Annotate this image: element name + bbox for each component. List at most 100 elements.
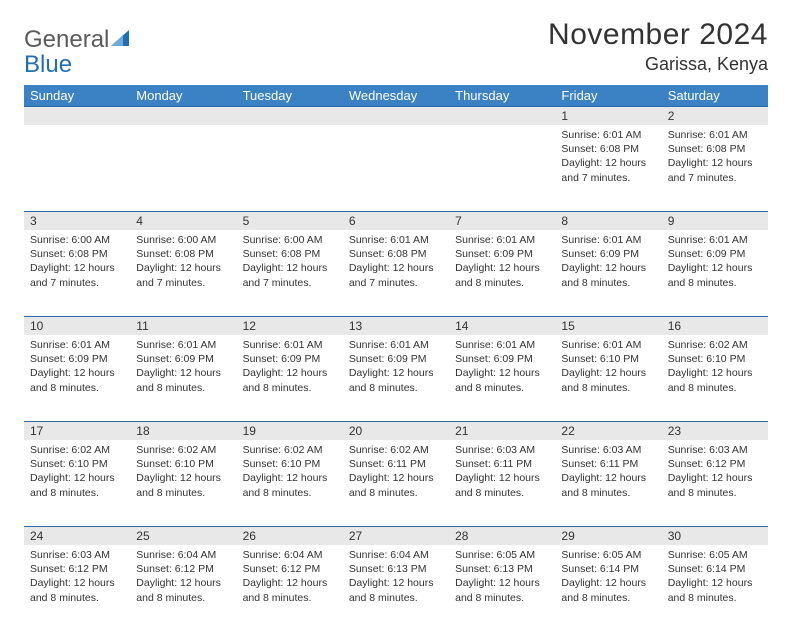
week-row: Sunrise: 6:01 AMSunset: 6:09 PMDaylight:… (24, 335, 768, 421)
day-cell: Sunrise: 6:04 AMSunset: 6:12 PMDaylight:… (130, 545, 236, 631)
day-details: Sunrise: 6:05 AMSunset: 6:13 PMDaylight:… (449, 545, 555, 611)
day-cell (237, 125, 343, 211)
day-details: Sunrise: 6:03 AMSunset: 6:12 PMDaylight:… (662, 440, 768, 506)
day-cell: Sunrise: 6:03 AMSunset: 6:11 PMDaylight:… (449, 440, 555, 526)
day-number: 6 (343, 211, 449, 230)
day-cell (24, 125, 130, 211)
logo-line1: General (24, 26, 109, 53)
day-details: Sunrise: 6:01 AMSunset: 6:08 PMDaylight:… (343, 230, 449, 296)
day-number: 14 (449, 316, 555, 335)
day-details: Sunrise: 6:05 AMSunset: 6:14 PMDaylight:… (555, 545, 661, 611)
week-row: Sunrise: 6:00 AMSunset: 6:08 PMDaylight:… (24, 230, 768, 316)
day-cell: Sunrise: 6:01 AMSunset: 6:09 PMDaylight:… (24, 335, 130, 421)
day-cell: Sunrise: 6:02 AMSunset: 6:10 PMDaylight:… (237, 440, 343, 526)
day-number: 23 (662, 421, 768, 440)
day-number: 26 (237, 526, 343, 545)
weekday-header: Sunday (24, 85, 130, 106)
day-details: Sunrise: 6:02 AMSunset: 6:10 PMDaylight:… (662, 335, 768, 401)
calendar-table: SundayMondayTuesdayWednesdayThursdayFrid… (24, 85, 768, 631)
logo-sail-icon (111, 28, 133, 53)
logo-text: General Blue (24, 28, 133, 77)
day-details: Sunrise: 6:00 AMSunset: 6:08 PMDaylight:… (130, 230, 236, 296)
day-cell: Sunrise: 6:02 AMSunset: 6:10 PMDaylight:… (130, 440, 236, 526)
day-details: Sunrise: 6:03 AMSunset: 6:11 PMDaylight:… (555, 440, 661, 506)
day-number-empty (237, 106, 343, 125)
day-details: Sunrise: 6:00 AMSunset: 6:08 PMDaylight:… (24, 230, 130, 296)
day-cell: Sunrise: 6:04 AMSunset: 6:13 PMDaylight:… (343, 545, 449, 631)
weekday-header: Friday (555, 85, 661, 106)
day-cell: Sunrise: 6:01 AMSunset: 6:09 PMDaylight:… (555, 230, 661, 316)
day-details: Sunrise: 6:01 AMSunset: 6:09 PMDaylight:… (449, 335, 555, 401)
day-cell: Sunrise: 6:01 AMSunset: 6:10 PMDaylight:… (555, 335, 661, 421)
weekday-header: Thursday (449, 85, 555, 106)
weekday-header: Tuesday (237, 85, 343, 106)
day-cell: Sunrise: 6:01 AMSunset: 6:08 PMDaylight:… (343, 230, 449, 316)
day-number: 11 (130, 316, 236, 335)
day-details: Sunrise: 6:02 AMSunset: 6:11 PMDaylight:… (343, 440, 449, 506)
day-cell (130, 125, 236, 211)
week-row: Sunrise: 6:02 AMSunset: 6:10 PMDaylight:… (24, 440, 768, 526)
day-cell (343, 125, 449, 211)
day-details: Sunrise: 6:00 AMSunset: 6:08 PMDaylight:… (237, 230, 343, 296)
day-number: 30 (662, 526, 768, 545)
day-number: 21 (449, 421, 555, 440)
day-number-empty (130, 106, 236, 125)
day-details: Sunrise: 6:05 AMSunset: 6:14 PMDaylight:… (662, 545, 768, 611)
day-cell: Sunrise: 6:01 AMSunset: 6:08 PMDaylight:… (555, 125, 661, 211)
daynum-row: 17181920212223 (24, 421, 768, 440)
day-details: Sunrise: 6:02 AMSunset: 6:10 PMDaylight:… (130, 440, 236, 506)
day-cell: Sunrise: 6:01 AMSunset: 6:09 PMDaylight:… (237, 335, 343, 421)
day-cell: Sunrise: 6:02 AMSunset: 6:11 PMDaylight:… (343, 440, 449, 526)
day-cell: Sunrise: 6:05 AMSunset: 6:13 PMDaylight:… (449, 545, 555, 631)
day-cell: Sunrise: 6:01 AMSunset: 6:09 PMDaylight:… (130, 335, 236, 421)
day-number: 25 (130, 526, 236, 545)
day-details: Sunrise: 6:01 AMSunset: 6:09 PMDaylight:… (662, 230, 768, 296)
day-details: Sunrise: 6:01 AMSunset: 6:10 PMDaylight:… (555, 335, 661, 401)
daynum-row: 12 (24, 106, 768, 125)
day-cell: Sunrise: 6:01 AMSunset: 6:09 PMDaylight:… (343, 335, 449, 421)
daynum-row: 10111213141516 (24, 316, 768, 335)
day-details: Sunrise: 6:04 AMSunset: 6:12 PMDaylight:… (237, 545, 343, 611)
day-cell: Sunrise: 6:01 AMSunset: 6:08 PMDaylight:… (662, 125, 768, 211)
day-number: 20 (343, 421, 449, 440)
day-number: 15 (555, 316, 661, 335)
calendar-page: General Blue November 2024 Garissa, Keny… (0, 0, 792, 641)
page-title: November 2024 (548, 18, 768, 52)
day-number: 3 (24, 211, 130, 230)
day-number: 12 (237, 316, 343, 335)
weekday-header-row: SundayMondayTuesdayWednesdayThursdayFrid… (24, 85, 768, 106)
day-cell: Sunrise: 6:02 AMSunset: 6:10 PMDaylight:… (24, 440, 130, 526)
day-cell: Sunrise: 6:00 AMSunset: 6:08 PMDaylight:… (237, 230, 343, 316)
day-details: Sunrise: 6:03 AMSunset: 6:12 PMDaylight:… (24, 545, 130, 611)
weekday-header: Monday (130, 85, 236, 106)
day-number: 8 (555, 211, 661, 230)
day-number: 10 (24, 316, 130, 335)
week-row: Sunrise: 6:03 AMSunset: 6:12 PMDaylight:… (24, 545, 768, 631)
day-number: 18 (130, 421, 236, 440)
day-number: 1 (555, 106, 661, 125)
day-details: Sunrise: 6:02 AMSunset: 6:10 PMDaylight:… (237, 440, 343, 506)
daynum-row: 3456789 (24, 211, 768, 230)
weekday-header: Wednesday (343, 85, 449, 106)
title-block: November 2024 Garissa, Kenya (548, 18, 768, 75)
day-number: 5 (237, 211, 343, 230)
day-cell: Sunrise: 6:05 AMSunset: 6:14 PMDaylight:… (662, 545, 768, 631)
day-number: 13 (343, 316, 449, 335)
day-details: Sunrise: 6:01 AMSunset: 6:09 PMDaylight:… (555, 230, 661, 296)
day-number: 4 (130, 211, 236, 230)
day-number: 19 (237, 421, 343, 440)
logo: General Blue (24, 18, 133, 77)
day-cell: Sunrise: 6:02 AMSunset: 6:10 PMDaylight:… (662, 335, 768, 421)
day-number-empty (24, 106, 130, 125)
day-details: Sunrise: 6:01 AMSunset: 6:09 PMDaylight:… (24, 335, 130, 401)
day-cell: Sunrise: 6:03 AMSunset: 6:12 PMDaylight:… (24, 545, 130, 631)
day-number: 28 (449, 526, 555, 545)
weekday-header: Saturday (662, 85, 768, 106)
day-number: 24 (24, 526, 130, 545)
day-details: Sunrise: 6:02 AMSunset: 6:10 PMDaylight:… (24, 440, 130, 506)
day-details: Sunrise: 6:04 AMSunset: 6:12 PMDaylight:… (130, 545, 236, 611)
day-cell: Sunrise: 6:01 AMSunset: 6:09 PMDaylight:… (449, 335, 555, 421)
location-label: Garissa, Kenya (548, 54, 768, 75)
day-details: Sunrise: 6:01 AMSunset: 6:08 PMDaylight:… (555, 125, 661, 191)
day-number: 16 (662, 316, 768, 335)
